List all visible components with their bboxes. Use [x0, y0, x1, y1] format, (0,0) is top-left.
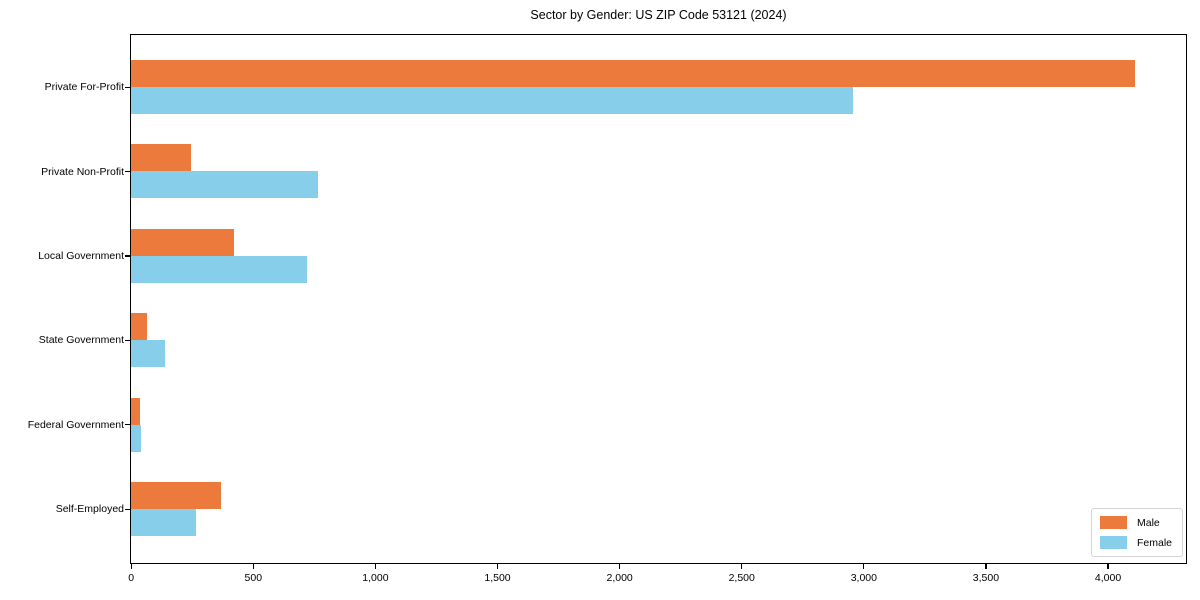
- y-axis-tick: [125, 339, 131, 341]
- bar-male-1: [131, 144, 191, 172]
- x-axis-tick-label: 2,000: [606, 572, 633, 585]
- x-axis-tick: [863, 564, 865, 570]
- bar-male-3: [131, 313, 147, 341]
- x-axis-tick-label: 1,000: [362, 572, 389, 585]
- y-axis-tick: [125, 508, 131, 510]
- bar-female-1: [131, 171, 318, 199]
- x-axis-tick: [985, 564, 987, 570]
- x-axis-tick-label: 3,500: [972, 572, 1000, 585]
- legend-item-female: Female: [1100, 536, 1172, 549]
- y-axis-tick: [125, 171, 131, 173]
- x-axis-tick-label: 500: [244, 572, 263, 585]
- bar-female-2: [131, 255, 307, 283]
- y-axis-category-label: Self-Employed: [55, 503, 124, 516]
- legend-swatch-female: [1100, 536, 1127, 549]
- legend-label: Female: [1137, 536, 1173, 549]
- legend-label: Male: [1137, 516, 1160, 529]
- x-axis-tick-label: 0: [128, 572, 135, 585]
- x-axis-tick-label: 2,500: [728, 572, 755, 585]
- bar-male-4: [131, 397, 141, 425]
- bar-male-2: [131, 228, 234, 256]
- y-axis-tick: [125, 255, 131, 257]
- bar-male-0: [131, 60, 1135, 87]
- y-axis-category-label: Private For-Profit: [44, 81, 124, 94]
- bar-female-5: [131, 509, 196, 536]
- x-axis-tick: [741, 564, 743, 570]
- x-axis-tick-label: 3,000: [850, 572, 877, 585]
- y-axis-category-label: Local Government: [38, 250, 124, 262]
- bar-male-5: [131, 482, 222, 509]
- legend-item-male: Male: [1100, 516, 1172, 529]
- x-axis-tick-label: 1,500: [484, 572, 511, 585]
- bar-female-3: [131, 340, 166, 368]
- legend: Male Female: [1091, 508, 1184, 557]
- plot-area: [130, 34, 1187, 564]
- bar-female-0: [131, 87, 853, 114]
- y-axis-tick: [125, 424, 131, 426]
- x-axis-tick: [252, 564, 254, 570]
- chart-title: Sector by Gender: US ZIP Code 53121 (202…: [530, 8, 787, 22]
- y-axis-category-label: Federal Government: [27, 418, 124, 431]
- y-axis-category-label: Private Non-Profit: [41, 165, 124, 178]
- x-axis-tick: [496, 564, 499, 570]
- y-axis-category-label: State Government: [38, 334, 124, 347]
- y-axis-tick: [125, 86, 131, 88]
- bar-female-4: [131, 424, 141, 452]
- x-axis-tick-label: 4,000: [1094, 572, 1122, 585]
- x-axis-tick: [130, 564, 132, 570]
- x-axis-tick: [619, 564, 621, 570]
- x-axis-tick: [1107, 564, 1109, 570]
- x-axis-tick: [374, 564, 376, 570]
- legend-swatch-male: [1100, 516, 1127, 529]
